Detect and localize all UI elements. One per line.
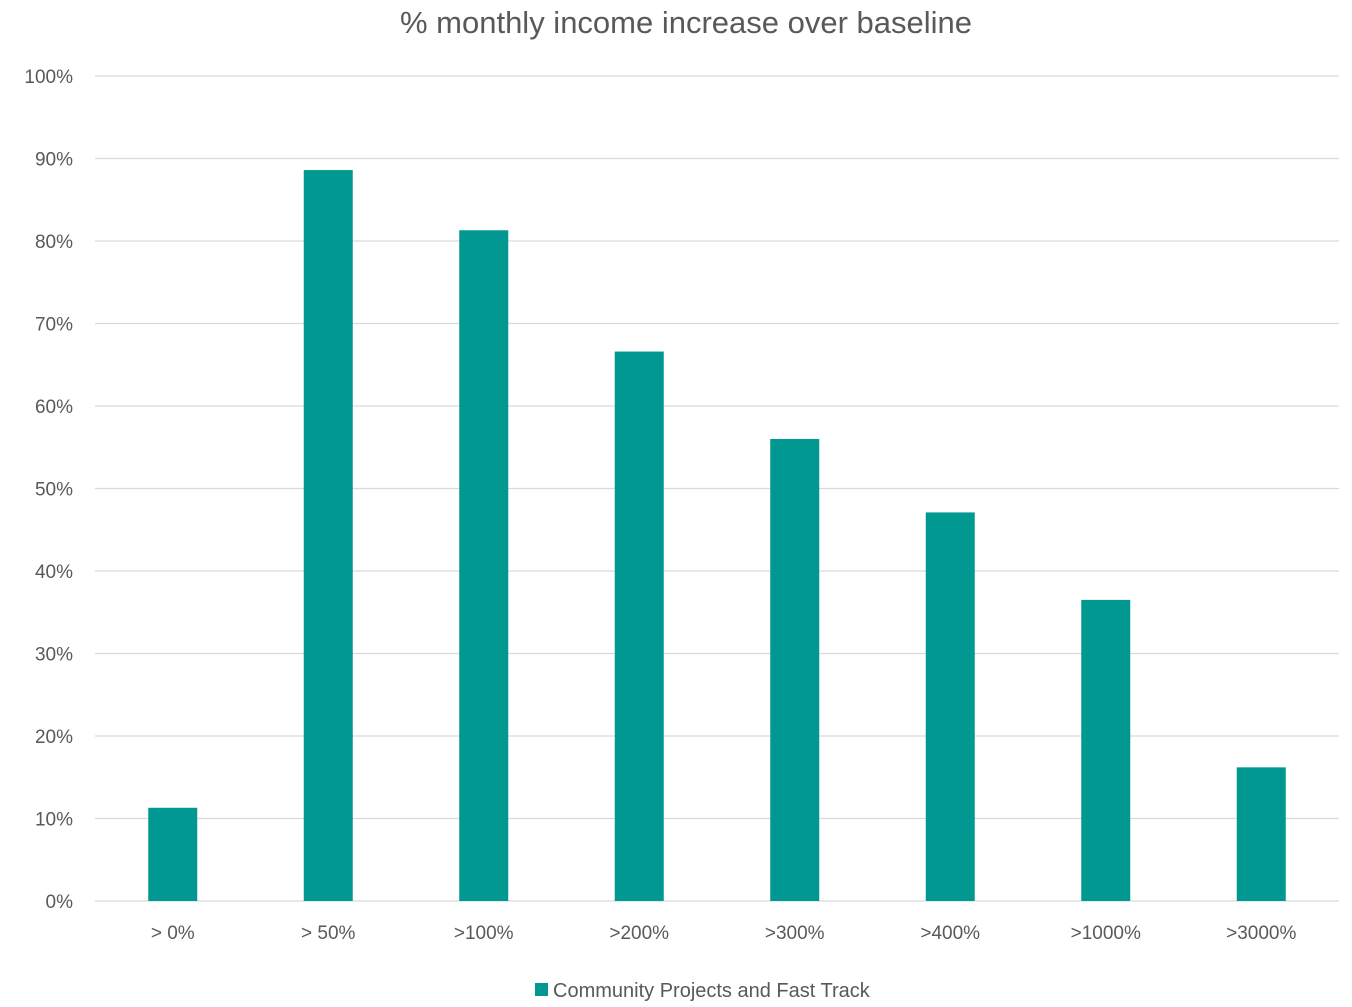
x-tick-label: > 50% xyxy=(301,923,356,944)
y-tick-label: 90% xyxy=(35,150,73,171)
x-tick-label: >100% xyxy=(454,923,514,944)
x-tick-label: >400% xyxy=(920,923,980,944)
bar xyxy=(1081,599,1131,901)
chart-title: % monthly income increase over baseline xyxy=(400,5,972,40)
y-tick-label: 30% xyxy=(35,645,73,666)
bar xyxy=(770,439,820,901)
y-tick-label: 10% xyxy=(35,810,73,831)
y-tick-label: 100% xyxy=(24,67,73,88)
x-tick-label: >3000% xyxy=(1226,923,1296,944)
legend-swatch xyxy=(535,983,548,996)
y-tick-label: 60% xyxy=(35,397,73,418)
x-tick-label: >1000% xyxy=(1071,923,1141,944)
x-tick-label: >300% xyxy=(765,923,825,944)
bars xyxy=(148,170,1286,902)
bar xyxy=(303,170,353,902)
bar xyxy=(925,512,975,901)
bar xyxy=(614,351,664,901)
bar xyxy=(1236,767,1286,901)
legend-label: Community Projects and Fast Track xyxy=(553,980,871,1002)
y-tick-label: 70% xyxy=(35,315,73,336)
legend: Community Projects and Fast Track xyxy=(535,980,871,1002)
y-tick-label: 20% xyxy=(35,727,73,748)
x-tick-label: >200% xyxy=(609,923,669,944)
y-tick-label: 50% xyxy=(35,480,73,501)
bar xyxy=(148,807,198,901)
y-tick-label: 80% xyxy=(35,232,73,253)
gridlines xyxy=(95,75,1339,902)
bar xyxy=(459,230,509,901)
x-tick-label: > 0% xyxy=(151,923,195,944)
y-tick-label: 40% xyxy=(35,562,73,583)
y-tick-label: 0% xyxy=(46,892,74,913)
x-axis-tick-labels: > 0% > 50% >100% >200% >300% >400% >1000% >3000… xyxy=(151,923,1297,944)
y-axis-tick-labels: 0% 10% 20% 30% 40% 50% 60% 70% 80% 90% 100% xyxy=(24,67,73,913)
